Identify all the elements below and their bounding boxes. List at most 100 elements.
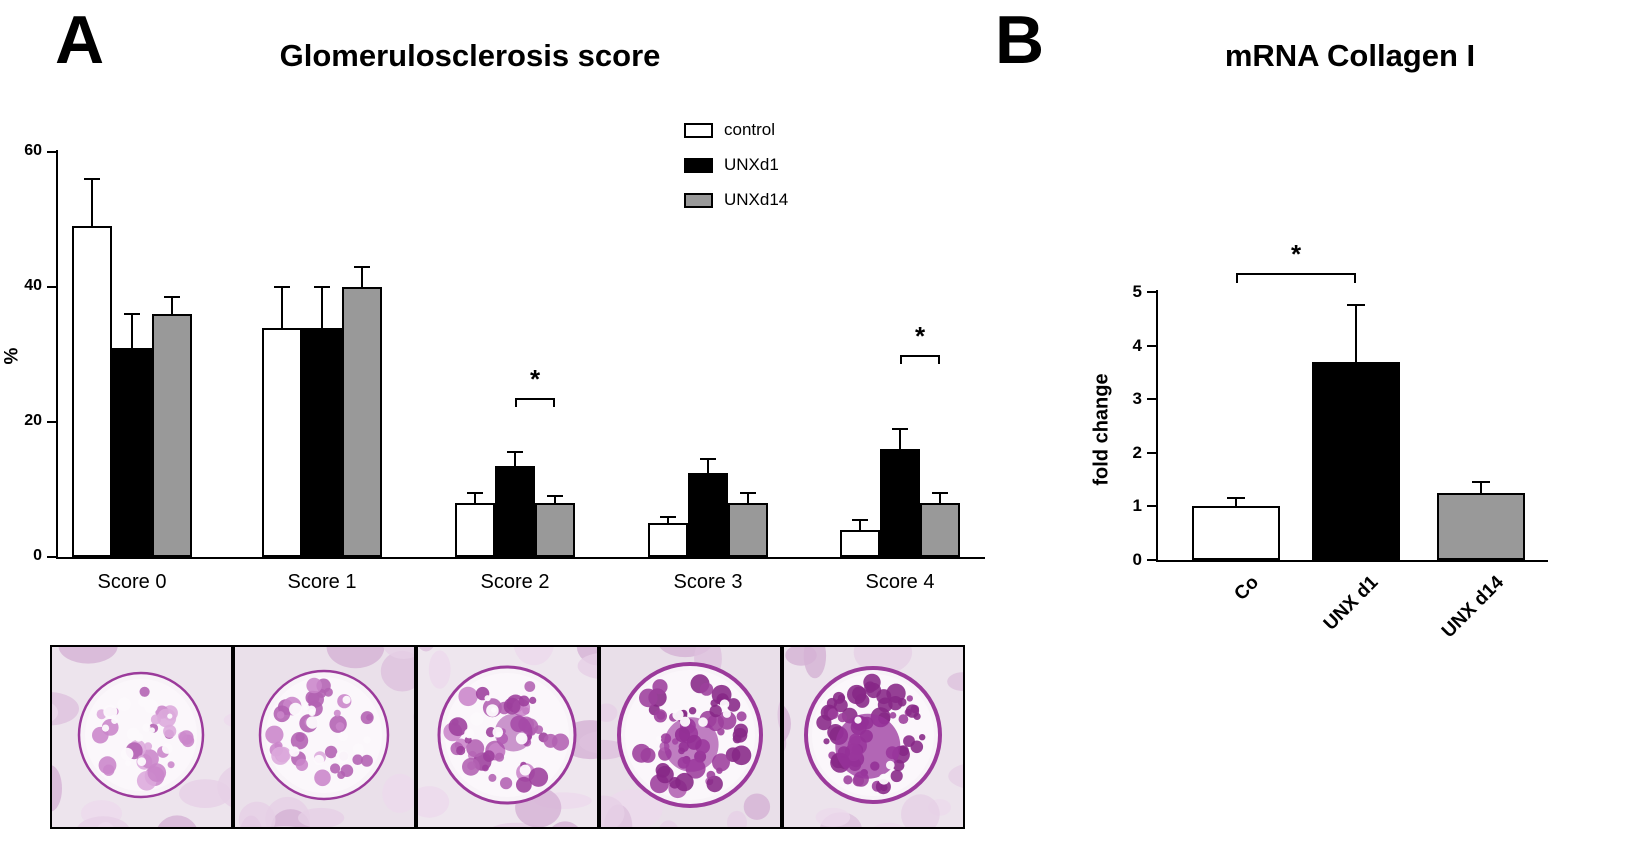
x-axis-category-label-unx-d1: UNX d1 <box>1320 572 1383 635</box>
bar-unxd14-score-3 <box>728 503 768 557</box>
y-axis-tick-label: 40 <box>24 277 42 294</box>
error-bar-cap <box>467 491 483 494</box>
legend-item-control: control <box>684 120 775 140</box>
error-bar-control-score-3 <box>667 516 669 524</box>
y-axis-tick-label: 0 <box>33 547 42 564</box>
x-axis-category-label: Score 0 <box>97 571 167 593</box>
significance-asterisk: * <box>529 364 541 395</box>
y-axis-tick-label: 20 <box>24 412 42 429</box>
micrograph-image-3 <box>418 647 597 827</box>
y-axis-tick <box>1147 451 1156 454</box>
bar-co <box>1192 506 1280 560</box>
significance-bracket-end <box>1236 273 1238 284</box>
error-bar-co <box>1235 498 1237 507</box>
y-axis-tick <box>1147 344 1156 347</box>
panel-b-title: mRNA Collagen I <box>1224 38 1476 73</box>
micrograph-image-4 <box>601 647 780 827</box>
y-axis-tick <box>1147 505 1156 508</box>
error-bar-control-score-0 <box>91 179 93 227</box>
error-bar-unx-d14 <box>1480 482 1482 493</box>
error-bar-cap <box>1227 497 1245 500</box>
error-bar-cap <box>740 491 756 494</box>
error-bar-cap <box>164 296 180 299</box>
y-axis-tick-label: 0 <box>1132 550 1142 569</box>
error-bar-unxd14-score-3 <box>747 492 749 503</box>
bar-unxd1-score-1 <box>302 327 342 557</box>
error-bar-cap <box>507 451 523 454</box>
error-bar-cap <box>124 313 140 315</box>
legend-item-unxd1: UNXd1 <box>684 155 779 175</box>
bar-unxd14-score-1 <box>342 287 382 557</box>
y-axis-tick <box>47 151 56 153</box>
histology-micrograph-strip <box>50 645 965 829</box>
significance-bracket-end <box>515 398 517 408</box>
significance-bracket <box>1236 273 1356 276</box>
error-bar-cap <box>1347 304 1365 307</box>
error-bar-cap <box>314 286 330 288</box>
legend-label-unxd14: UNXd14 <box>724 190 789 209</box>
legend-label-unxd1: UNXd1 <box>724 155 779 174</box>
x-axis-category-label-co: Co <box>1230 572 1263 605</box>
y-axis-tick-label: 60 <box>24 142 42 159</box>
significance-asterisk: * <box>914 320 926 351</box>
legend-item-unxd14: UNXd14 <box>684 190 788 210</box>
glomerulus-micrograph-3 <box>416 645 599 829</box>
error-bar-cap <box>354 265 370 268</box>
y-axis-tick-label: 4 <box>1132 335 1142 355</box>
y-axis-tick <box>1147 291 1156 293</box>
panel-b-y-axis-label: fold change <box>1090 373 1113 486</box>
significance-asterisk: * <box>1290 239 1302 270</box>
error-bar-unxd1-score-1 <box>321 287 323 328</box>
x-axis-category-label: Score 1 <box>287 571 357 593</box>
bar-control-score-0 <box>72 226 112 557</box>
y-axis-tick <box>47 421 56 423</box>
y-axis <box>1156 290 1158 562</box>
bar-control-score-4 <box>840 530 880 557</box>
legend-swatch-control <box>684 122 713 138</box>
bar-unx-d14 <box>1437 493 1525 560</box>
error-bar-control-score-2 <box>474 492 476 503</box>
y-axis-tick <box>1147 398 1156 401</box>
bar-unx-d1 <box>1312 361 1400 560</box>
error-bar-unxd14-score-0 <box>171 297 173 314</box>
error-bar-unxd1-score-0 <box>131 314 133 348</box>
error-bar-cap <box>1472 481 1490 484</box>
error-bar-cap <box>932 491 948 494</box>
glomerulus-micrograph-4 <box>599 645 782 829</box>
significance-bracket-end <box>553 398 555 408</box>
error-bar-cap <box>274 286 290 288</box>
micrograph-image-5 <box>784 647 963 827</box>
glomerulus-micrograph-2 <box>233 645 416 829</box>
panel-a-letter: A <box>55 2 104 78</box>
legend-swatch-unxd14 <box>684 192 713 208</box>
y-axis-tick-label: 2 <box>1132 442 1142 462</box>
glomerulus-micrograph-5 <box>782 645 965 829</box>
micrograph-image-2 <box>235 647 414 827</box>
legend-label-control: control <box>724 120 776 139</box>
error-bar-unxd1-score-4 <box>899 428 901 449</box>
glomerulus-micrograph-1 <box>50 645 233 829</box>
panel-a-title: Glomerulosclerosis score <box>279 38 661 73</box>
x-axis-category-label: Score 4 <box>865 571 935 593</box>
bar-control-score-2 <box>455 503 495 557</box>
x-axis <box>1156 560 1548 562</box>
error-bar-unxd14-score-2 <box>554 496 556 503</box>
y-axis-tick <box>47 556 56 558</box>
error-bar-cap <box>660 515 676 518</box>
error-bar-unxd1-score-3 <box>707 459 709 473</box>
significance-bracket <box>515 398 555 401</box>
error-bar-cap <box>84 178 100 180</box>
x-axis-category-label-unx-d14: UNX d14 <box>1437 572 1508 643</box>
micrograph-image-1 <box>52 647 231 827</box>
panel-a-y-axis-label: % <box>1 347 23 365</box>
error-bar-cap <box>700 458 716 461</box>
error-bar-unxd1-score-2 <box>514 452 516 466</box>
y-axis-tick <box>47 286 56 288</box>
significance-bracket-end <box>938 354 940 364</box>
error-bar-unxd14-score-1 <box>361 266 363 287</box>
bar-unxd1-score-2 <box>495 465 535 557</box>
error-bar-control-score-4 <box>859 519 861 530</box>
bar-unxd14-score-2 <box>535 503 575 557</box>
significance-bracket-end <box>900 354 902 364</box>
